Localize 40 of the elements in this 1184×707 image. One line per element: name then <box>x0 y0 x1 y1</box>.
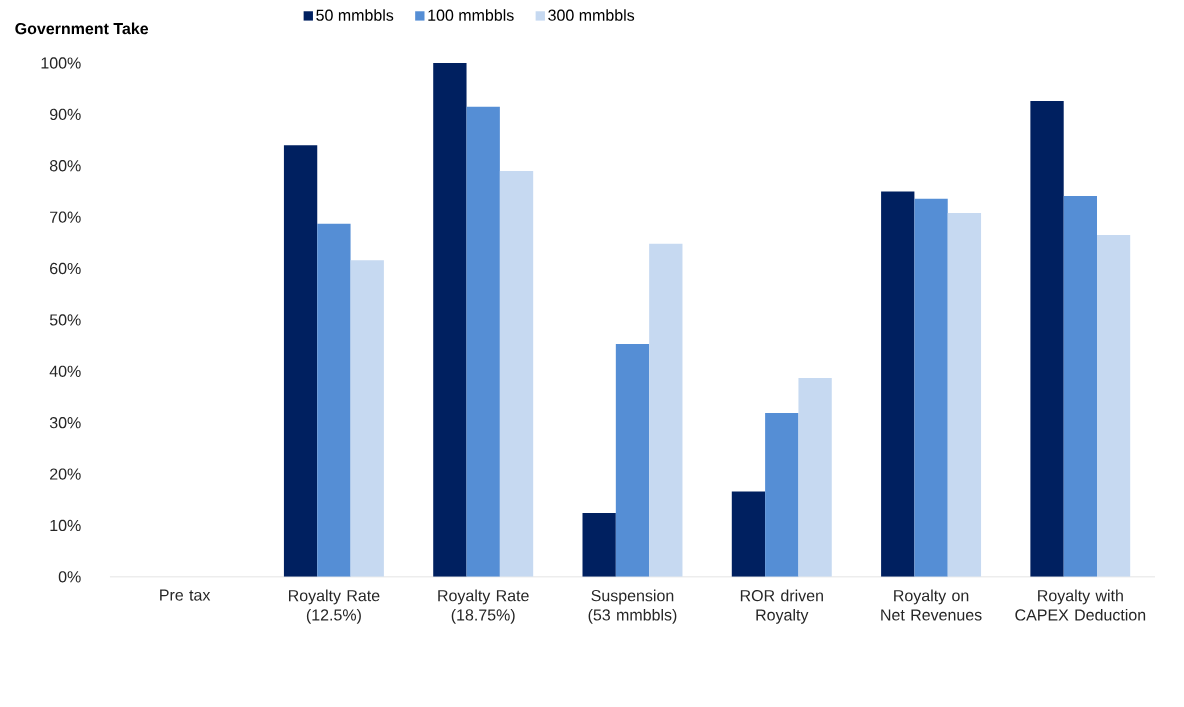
bar <box>914 198 948 577</box>
bar <box>317 223 351 577</box>
x-tick-label: Royalty on Net Revenues <box>881 589 982 621</box>
bar <box>1063 196 1098 577</box>
legend-label: 300 mmbbls <box>548 9 635 21</box>
y-tick-label: 70% <box>50 211 81 223</box>
x-tick-label: ROR driven Royalty <box>740 589 823 624</box>
bar <box>649 243 683 577</box>
x-tick-label: Royalty with CAPEX Deduction <box>1015 589 1146 621</box>
legend-label: 50 mmbbls <box>316 9 394 21</box>
bar <box>466 106 500 577</box>
bar <box>765 413 799 577</box>
bar <box>499 170 534 577</box>
y-tick-label: 0% <box>58 571 81 583</box>
bar <box>283 145 318 577</box>
y-axis-title: Government Take <box>15 22 149 35</box>
bar <box>1030 101 1064 577</box>
bar <box>433 63 467 577</box>
bar <box>1097 235 1131 577</box>
bar <box>615 344 650 577</box>
bar <box>881 191 915 577</box>
x-tick-label: Royalty Rate (12.5%) <box>289 589 380 624</box>
bar <box>731 491 766 577</box>
bar <box>582 513 616 577</box>
y-tick-label: 20% <box>50 468 81 480</box>
legend-label: 100 mmbbls <box>428 9 514 21</box>
x-tick-label: Pre tax <box>160 589 211 601</box>
y-tick-label: 10% <box>50 519 81 532</box>
x-tick-label: Suspension (53 mmbbls) <box>588 589 677 624</box>
bar <box>798 378 832 577</box>
bar <box>947 213 982 577</box>
y-tick-label: 60% <box>50 262 81 275</box>
x-tick-label: Royalty Rate (18.75%) <box>438 589 529 624</box>
y-tick-label: 90% <box>50 108 81 121</box>
bar <box>350 260 384 577</box>
y-tick-label: 30% <box>49 417 81 429</box>
y-tick-label: 100% <box>41 57 81 69</box>
y-tick-label: 40% <box>49 365 81 378</box>
y-tick-label: 80% <box>49 160 81 172</box>
y-tick-label: 50% <box>49 314 81 326</box>
